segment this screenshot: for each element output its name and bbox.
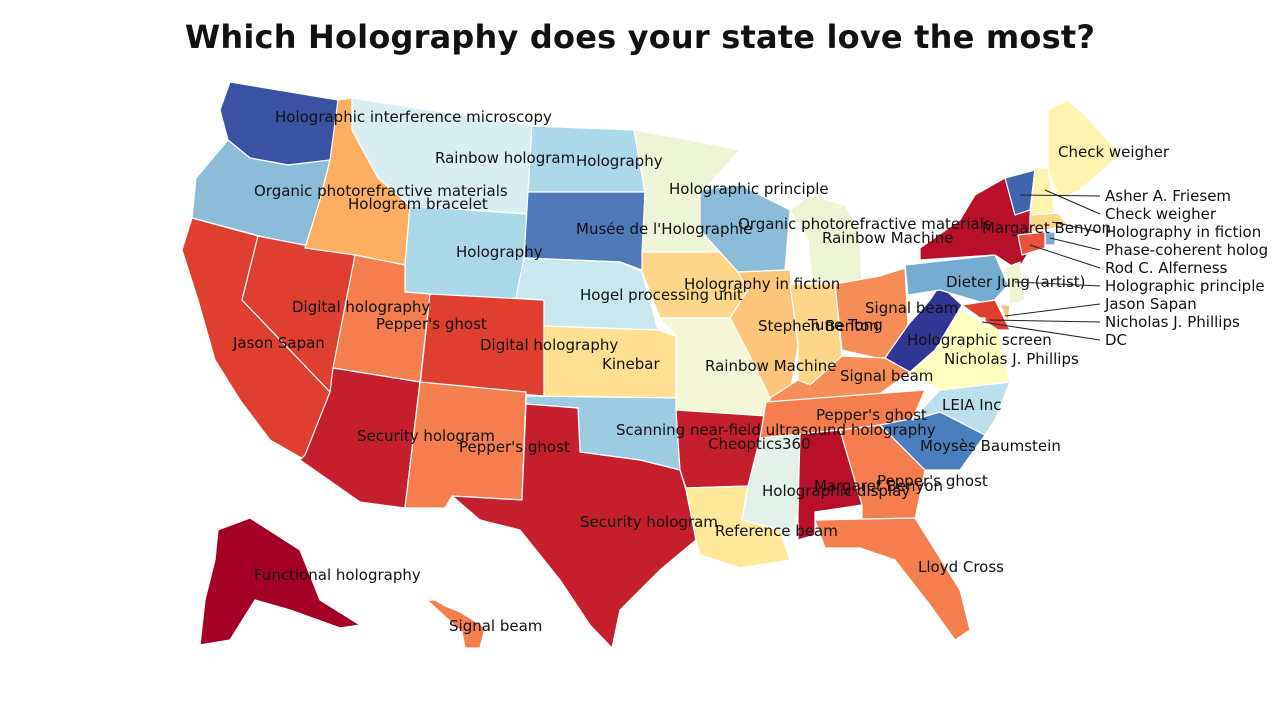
leader-MD	[989, 319, 1101, 323]
leader-NH	[1044, 189, 1101, 215]
label-VA: Nicholas J. Phillips	[944, 350, 1079, 368]
label-AZ: Security hologram	[357, 427, 495, 445]
label-SC: Moysès Baumstein	[920, 437, 1061, 455]
label-NC: LEIA Inc	[942, 396, 1001, 414]
state-CT[interactable]	[1017, 231, 1046, 256]
label-WI: Organic photorefractive materials	[738, 215, 992, 233]
label-DC: DC	[1105, 331, 1127, 349]
label-IA: Holography in fiction	[684, 275, 840, 293]
state-DC[interactable]	[977, 317, 986, 326]
page-title: Which Holography does your state love th…	[184, 18, 1096, 56]
label-VT: Asher A. Friesem	[1105, 187, 1231, 205]
state-ME[interactable]	[1047, 99, 1121, 201]
label-CO: Digital holography	[480, 336, 618, 354]
label-ND: Holography	[576, 152, 663, 170]
state-labels: Holographic interference microscopy Orga…	[232, 108, 1268, 635]
label-AK: Functional holography	[254, 566, 421, 584]
label-ID: Hologram bracelet	[348, 195, 488, 213]
label-RI: Phase-coherent holog	[1105, 241, 1268, 259]
label-MD: Nicholas J. Phillips	[1105, 313, 1240, 331]
leader-DE	[1004, 303, 1101, 317]
label-ME: Check weigher	[1058, 143, 1170, 161]
state-NJ[interactable]	[1004, 261, 1026, 306]
label-PA: Dieter Jung (artist)	[946, 273, 1086, 291]
state-NY[interactable]	[919, 177, 1036, 271]
leader-lines	[981, 189, 1101, 341]
label-KY: Signal beam	[840, 367, 933, 385]
label-NM: Pepper's ghost	[459, 438, 570, 456]
label-OK: Scanning near-field ultrasound holograph…	[616, 421, 936, 439]
state-DE[interactable]	[999, 304, 1011, 323]
state-MD[interactable]	[961, 299, 1011, 331]
label-MO: Rainbow Machine	[705, 357, 836, 375]
label-MI: Rainbow Machine	[822, 229, 953, 247]
label-GA: Pepper's ghost	[877, 472, 988, 490]
state-HI[interactable]	[417, 591, 486, 649]
label-NE: Hogel processing unit	[580, 286, 743, 304]
leader-VT	[1019, 194, 1101, 197]
label-WA: Holographic interference microscopy	[275, 108, 552, 126]
label-IL: Stephen Benton	[758, 317, 879, 335]
label-CA: Jason Sapan	[232, 334, 325, 352]
label-AL: Margaret Benyon	[814, 477, 943, 495]
label-OR: Organic photorefractive materials	[254, 182, 508, 200]
label-DE: Jason Sapan	[1104, 295, 1197, 313]
label-IN: Tune Tong	[807, 316, 883, 334]
label-NY: Margaret Benyon	[982, 219, 1111, 237]
state-MA[interactable]	[1029, 212, 1069, 233]
label-NH: Check weigher	[1105, 205, 1217, 223]
leader-NJ	[1014, 281, 1101, 287]
label-CT: Rod C. Alferness	[1105, 259, 1228, 277]
label-KS: Kinebar	[602, 355, 660, 373]
state-TX[interactable]	[451, 403, 697, 649]
label-TX: Security hologram	[580, 513, 718, 531]
state-SD[interactable]	[523, 191, 646, 271]
label-WY: Holography	[456, 243, 543, 261]
label-WV: Holographic screen	[907, 331, 1052, 349]
state-WV[interactable]	[884, 284, 963, 373]
label-LA: Reference beam	[715, 522, 838, 540]
leader-MA	[1051, 221, 1101, 233]
label-TN: Pepper's ghost	[816, 406, 927, 424]
label-MN: Holographic principle	[669, 180, 829, 198]
label-MT: Rainbow hologram	[435, 149, 575, 167]
label-OH: Signal beam	[865, 299, 958, 317]
label-AR: Cheoptics360	[708, 435, 811, 453]
label-MA: Holography in fiction	[1105, 223, 1261, 241]
label-UT: Pepper's ghost	[376, 315, 487, 333]
state-AK[interactable]	[199, 517, 361, 646]
state-FL[interactable]	[814, 517, 971, 641]
label-NV: Digital holography	[292, 298, 430, 316]
states-layer	[181, 81, 1121, 649]
leader-CT	[1029, 244, 1101, 269]
label-NJ: Holographic principle	[1105, 277, 1265, 295]
leader-DC	[981, 321, 1101, 341]
label-SD: Musée de l'Holographie	[576, 220, 752, 238]
label-FL: Lloyd Cross	[918, 558, 1004, 576]
leader-RI	[1049, 237, 1101, 251]
label-MS: Holographic display	[762, 482, 910, 500]
label-HI: Signal beam	[449, 617, 542, 635]
